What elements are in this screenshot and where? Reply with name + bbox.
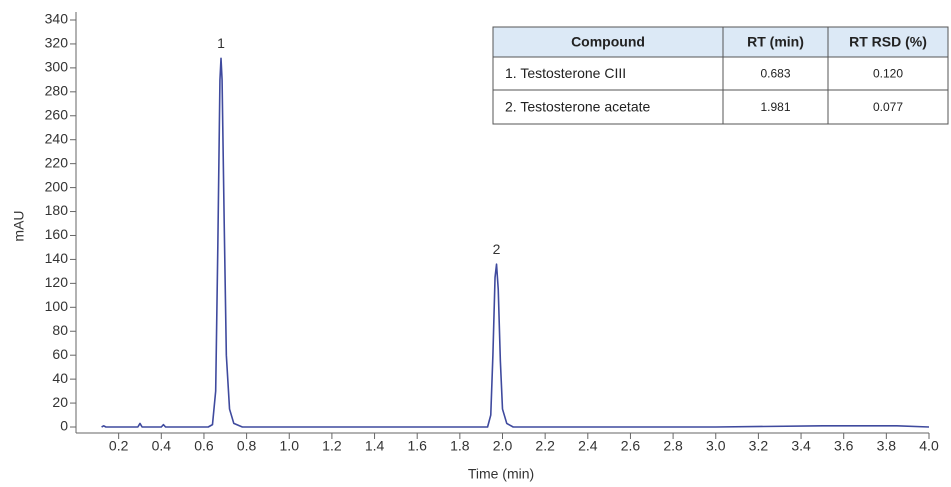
y-tick-label: 100 xyxy=(45,298,69,314)
peak-label: 1 xyxy=(217,35,225,51)
x-tick-label: 0.6 xyxy=(194,438,214,454)
chromatogram-line xyxy=(101,57,930,428)
y-tick-label: 80 xyxy=(52,322,68,338)
peak-label: 2 xyxy=(493,241,501,257)
x-tick-label: 3.6 xyxy=(834,438,854,454)
x-tick-label: 0.2 xyxy=(109,438,129,454)
x-tick-label: 2.6 xyxy=(621,438,641,454)
x-tick-label: 1.8 xyxy=(450,438,470,454)
y-tick-label: 180 xyxy=(45,202,69,218)
table-cell: 2. Testosterone acetate xyxy=(505,99,650,115)
table-header: RT (min) xyxy=(747,34,804,50)
y-tick-label: 120 xyxy=(45,274,69,290)
table-header: Compound xyxy=(571,34,645,50)
x-tick-label: 1.2 xyxy=(322,438,342,454)
table-cell: 0.077 xyxy=(873,100,903,114)
y-tick-label: 40 xyxy=(52,370,68,386)
x-tick-label: 0.8 xyxy=(237,438,257,454)
x-tick-label: 3.4 xyxy=(791,438,811,454)
x-tick-label: 1.6 xyxy=(407,438,427,454)
y-tick-label: 240 xyxy=(45,130,69,146)
y-tick-label: 140 xyxy=(45,250,69,266)
x-tick-label: 2.2 xyxy=(535,438,555,454)
y-tick-label: 160 xyxy=(45,226,69,242)
table-border xyxy=(492,26,949,125)
y-tick-label: 300 xyxy=(45,59,69,75)
y-tick-label: 260 xyxy=(45,106,69,122)
x-tick-label: 2.4 xyxy=(578,438,598,454)
y-tick-label: 280 xyxy=(45,83,69,99)
y-tick-label: 320 xyxy=(45,35,69,51)
y-tick-label: 220 xyxy=(45,154,69,170)
x-tick-label: 1.0 xyxy=(280,438,300,454)
x-axis-label: Time (min) xyxy=(468,466,534,482)
y-axis-label: mAU xyxy=(11,210,27,241)
x-tick-label: 4.0 xyxy=(919,438,939,454)
x-tick-label: 2.0 xyxy=(493,438,513,454)
x-tick-label: 3.8 xyxy=(877,438,897,454)
table-header: RT RSD (%) xyxy=(849,34,927,50)
x-tick-label: 3.0 xyxy=(706,438,726,454)
y-tick-label: 60 xyxy=(52,346,68,362)
table-cell: 1. Testosterone CIII xyxy=(505,65,626,81)
table-header-bg xyxy=(493,27,948,57)
y-tick-label: 200 xyxy=(45,178,69,194)
y-tick-label: 340 xyxy=(45,11,69,27)
y-tick-label: 0 xyxy=(60,418,68,434)
table-cell: 0.683 xyxy=(760,67,790,81)
x-tick-label: 3.2 xyxy=(749,438,769,454)
y-tick-label: 20 xyxy=(52,394,68,410)
x-tick-label: 2.8 xyxy=(663,438,683,454)
table-cell: 1.981 xyxy=(760,100,790,114)
x-tick-label: 1.4 xyxy=(365,438,385,454)
table-cell: 0.120 xyxy=(873,67,903,81)
x-tick-label: 0.4 xyxy=(152,438,172,454)
